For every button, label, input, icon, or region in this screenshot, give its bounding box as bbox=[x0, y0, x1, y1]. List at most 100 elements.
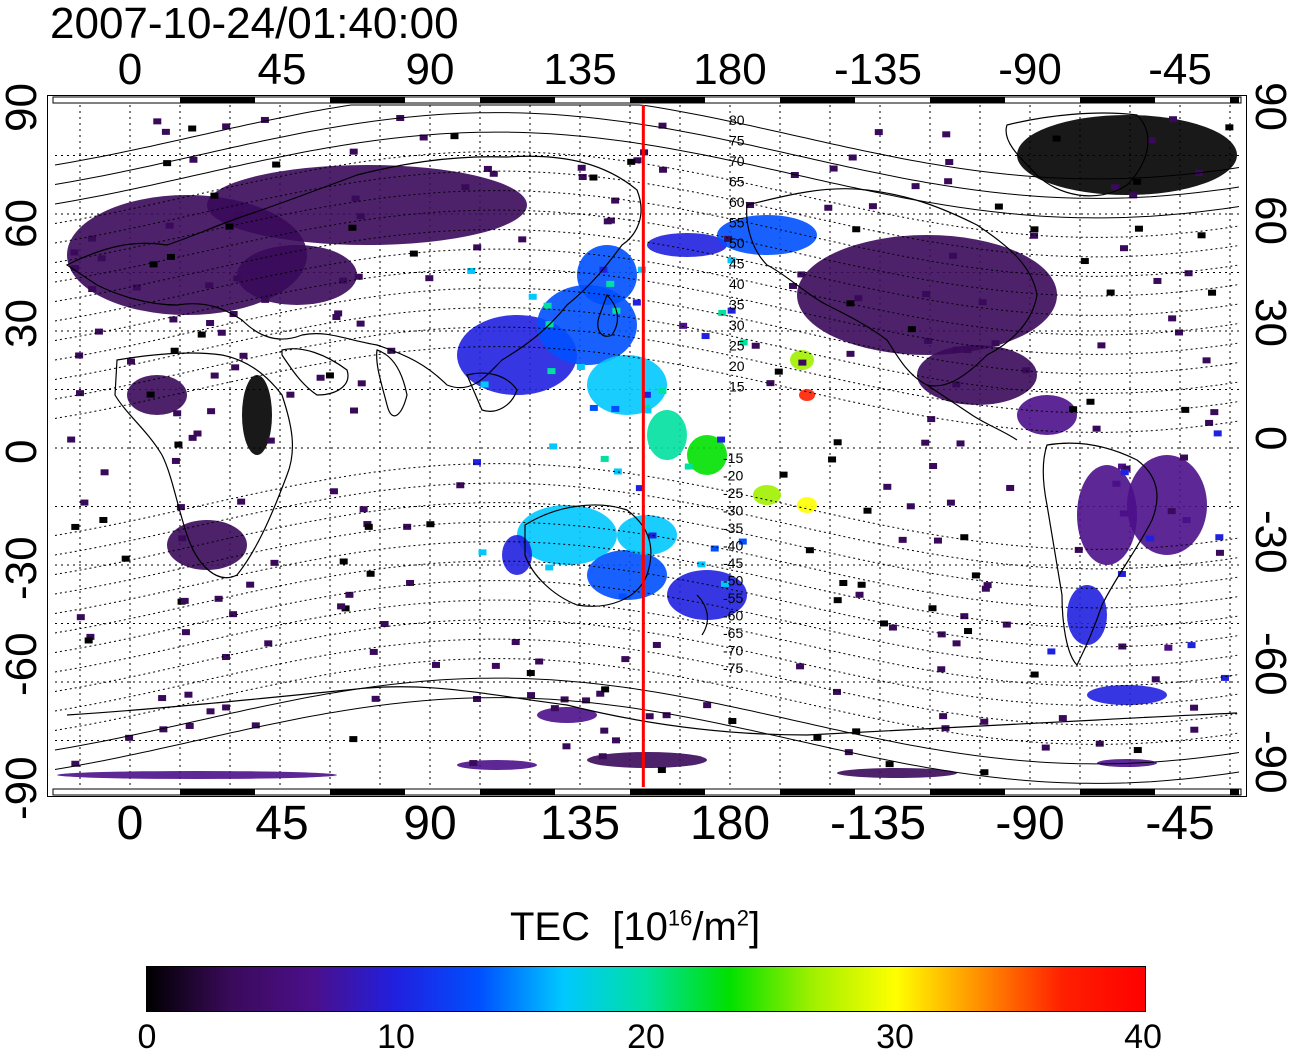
tec-sample bbox=[1030, 232, 1039, 239]
tec-sample bbox=[1092, 425, 1101, 432]
tec-sample bbox=[952, 346, 961, 353]
tec-sample bbox=[84, 637, 93, 644]
tec-sample bbox=[879, 620, 888, 627]
tec-sample bbox=[949, 252, 958, 259]
tec-sample bbox=[88, 286, 97, 293]
left-lat-tick: 0 bbox=[0, 439, 46, 464]
tec-sample bbox=[188, 125, 197, 132]
tec-sample bbox=[478, 549, 487, 556]
tec-sample bbox=[846, 350, 855, 357]
tec-sample bbox=[589, 174, 598, 181]
tec-region bbox=[1087, 685, 1167, 705]
tec-sample bbox=[316, 374, 325, 381]
tec-sample bbox=[549, 443, 558, 450]
tec-sample bbox=[364, 523, 373, 530]
tec-sample bbox=[679, 322, 688, 329]
tec-region bbox=[207, 165, 527, 245]
tec-region bbox=[127, 375, 187, 415]
tec-sample bbox=[357, 380, 366, 387]
tec-sample bbox=[697, 561, 706, 568]
tec-sample bbox=[883, 483, 892, 490]
tec-sample bbox=[1147, 137, 1156, 144]
tec-sample bbox=[611, 737, 620, 744]
colorbar-tick: 40 bbox=[1124, 1018, 1162, 1056]
tec-sample bbox=[225, 223, 234, 230]
tec-region bbox=[647, 410, 687, 460]
tec-sample bbox=[166, 253, 175, 260]
tec-sample bbox=[946, 499, 955, 506]
map-svg: 80 75 70 65 60 55 50 45 40 35 30 25 20 15 -15 -20-25 -30… bbox=[46, 94, 1248, 800]
tec-region bbox=[537, 707, 597, 723]
tec-region bbox=[647, 233, 727, 257]
tec-sample bbox=[658, 122, 667, 129]
tec-sample bbox=[832, 688, 841, 695]
colorbar-unit-mid: /m bbox=[692, 905, 737, 949]
tec-sample bbox=[779, 471, 788, 478]
tec-sample bbox=[121, 555, 130, 562]
tec-sample bbox=[956, 440, 965, 447]
top-lon-tick: -135 bbox=[833, 45, 923, 94]
contour-label: -75 bbox=[723, 660, 743, 676]
tec-sample bbox=[852, 226, 861, 233]
frame-tick-segment bbox=[480, 789, 555, 795]
contour-label: -40 bbox=[723, 538, 743, 554]
tec-sample bbox=[233, 212, 242, 219]
tec-sample bbox=[929, 463, 938, 470]
contour-label: -25 bbox=[723, 485, 743, 501]
tec-sample bbox=[170, 347, 179, 354]
tec-sample bbox=[88, 235, 97, 242]
tec-sample bbox=[1187, 642, 1196, 649]
bottom-lon-tick: 45 bbox=[255, 797, 309, 850]
tec-sample bbox=[601, 686, 610, 693]
tec-sample bbox=[387, 347, 396, 354]
tec-sample bbox=[518, 236, 527, 243]
tec-sample bbox=[1175, 329, 1184, 336]
tec-sample bbox=[1030, 671, 1039, 678]
tec-sample bbox=[472, 459, 481, 466]
tec-region bbox=[502, 535, 532, 575]
contour-label: -70 bbox=[723, 643, 743, 659]
tec-sample bbox=[788, 282, 797, 289]
magnetic-latitude-contour bbox=[54, 229, 1240, 316]
tec-sample bbox=[1119, 245, 1128, 252]
contour-label: -30 bbox=[723, 503, 743, 519]
left-lat-tick: 30 bbox=[0, 299, 46, 348]
tec-sample bbox=[939, 713, 948, 720]
contour-label: 40 bbox=[729, 276, 745, 292]
tec-sample bbox=[1151, 676, 1160, 683]
tec-sample bbox=[483, 165, 492, 172]
contour-label: 80 bbox=[729, 112, 745, 128]
tec-sample bbox=[75, 352, 84, 359]
tec-sample bbox=[898, 536, 907, 543]
tec-sample bbox=[703, 702, 712, 709]
left-lat-tick: 60 bbox=[0, 199, 46, 248]
right-lat-tick: -90 bbox=[1246, 730, 1292, 794]
tec-sample bbox=[210, 372, 219, 379]
tec-sample bbox=[576, 363, 585, 370]
tec-region bbox=[717, 215, 817, 255]
bottom-lon-tick: 180 bbox=[689, 797, 771, 850]
frame-tick-segment bbox=[630, 789, 705, 795]
tec-sample bbox=[1041, 744, 1050, 751]
tec-sample bbox=[221, 653, 230, 660]
tec-sample bbox=[805, 547, 814, 554]
tec-sample bbox=[863, 507, 872, 514]
magnetic-latitude-contour bbox=[54, 287, 1240, 375]
tec-sample bbox=[627, 158, 636, 165]
tec-sample bbox=[1168, 116, 1177, 123]
frame-tick-segment bbox=[1230, 789, 1239, 795]
tec-sample bbox=[237, 498, 246, 505]
colorbar-tick: 20 bbox=[627, 1018, 665, 1056]
tec-sample bbox=[662, 712, 671, 719]
contour-label: 70 bbox=[729, 153, 745, 169]
tec-sample bbox=[180, 597, 189, 604]
tec-sample bbox=[169, 316, 178, 323]
right-lat-tick: 60 bbox=[1246, 196, 1292, 245]
tec-sample bbox=[153, 118, 162, 125]
tec-region bbox=[587, 752, 707, 768]
magnetic-latitude-contour bbox=[54, 248, 1240, 336]
right-lat-tick: -30 bbox=[1246, 510, 1292, 574]
right-lat-tick: 30 bbox=[1246, 298, 1292, 347]
tec-sample bbox=[97, 255, 106, 262]
tec-region bbox=[797, 497, 817, 513]
